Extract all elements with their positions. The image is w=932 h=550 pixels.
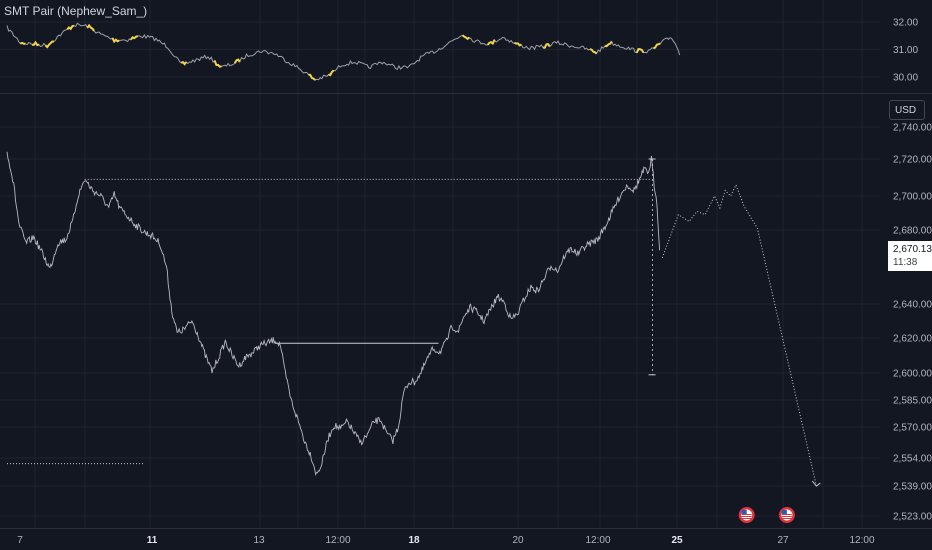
smt-highlight [111, 37, 120, 44]
price-series [6, 151, 821, 487]
projection-arrowhead [811, 480, 821, 487]
smt-highlight [44, 40, 54, 49]
time-x-tick: 12:00 [849, 535, 874, 546]
smt-highlight [328, 69, 335, 77]
price-y-tick: 2,640.00 [893, 300, 932, 311]
smt-highlight [653, 42, 661, 50]
smt-highlight [308, 73, 316, 81]
price-y-tick: 2,585.00 [893, 396, 932, 407]
price-y-tick: 2,539.00 [893, 482, 932, 493]
smt-highlight [589, 48, 598, 55]
flag-canton [741, 510, 747, 514]
time-x-tick: 12:00 [585, 535, 610, 546]
smt-highlight [635, 48, 645, 54]
price-y-tick: 2,554.00 [893, 454, 932, 465]
time-x-tick: 18 [408, 535, 420, 546]
time-x-tick: 20 [512, 535, 524, 546]
bar-countdown: 11:38 [893, 257, 918, 268]
us-flag-event-icon[interactable] [778, 507, 795, 523]
indicator-title[interactable]: SMT Pair (Nephew_Sam_) [4, 4, 148, 18]
smt-highlight [233, 58, 241, 64]
smt-highlight [542, 42, 551, 49]
price-y-tick: 2,600.00 [893, 369, 932, 380]
last-price-tag: 2,670.13 11:38 [888, 241, 932, 271]
indicator-y-tick: 32.00 [893, 18, 918, 29]
price-y-tick: 2,570.00 [893, 423, 932, 434]
event-markers[interactable] [738, 507, 795, 523]
price-y-tick: 2,680.00 [893, 226, 932, 237]
time-x-tick: 11 [147, 535, 158, 546]
price-y-tick: 2,523.00 [893, 512, 932, 523]
time-x-tick: 27 [777, 535, 789, 546]
smt-highlight [20, 41, 26, 45]
smt-highlight [180, 60, 187, 66]
smt-highlight [66, 24, 75, 31]
time-x-tick: 13 [253, 535, 265, 546]
axis-labels: 32.00 31.00 30.00 2,740.00 2,720.00 2,700.00 2… [17, 18, 932, 547]
indicator-series [6, 22, 681, 81]
smt-highlight [130, 35, 139, 41]
smt-highlight [86, 23, 95, 32]
smt-highlight [213, 60, 222, 68]
indicator-y-tick: 30.00 [893, 73, 918, 84]
price-y-tick: 2,700.00 [893, 192, 932, 203]
currency-button[interactable]: USD [889, 100, 925, 120]
smt-highlight [514, 41, 522, 47]
grid [0, 0, 932, 529]
indicator-line [6, 22, 681, 81]
smt-highlight [32, 40, 40, 47]
time-x-tick: 12:00 [325, 535, 350, 546]
us-flag-event-icon[interactable] [738, 507, 755, 523]
projection-path [661, 183, 817, 487]
time-x-tick: 7 [17, 535, 23, 546]
last-price-value: 2,670.13 [893, 244, 932, 255]
smt-highlight [604, 40, 613, 48]
smt-highlight [461, 34, 470, 41]
price-y-tick: 2,740.00 [893, 123, 932, 134]
flag-canton [781, 510, 787, 514]
smt-highlight [486, 39, 496, 46]
time-x-tick: 25 [671, 535, 683, 546]
indicator-y-tick: 31.00 [893, 45, 918, 56]
price-y-tick: 2,720.00 [893, 155, 932, 166]
price-line [6, 151, 661, 476]
price-y-tick: 2,620.00 [893, 334, 932, 345]
